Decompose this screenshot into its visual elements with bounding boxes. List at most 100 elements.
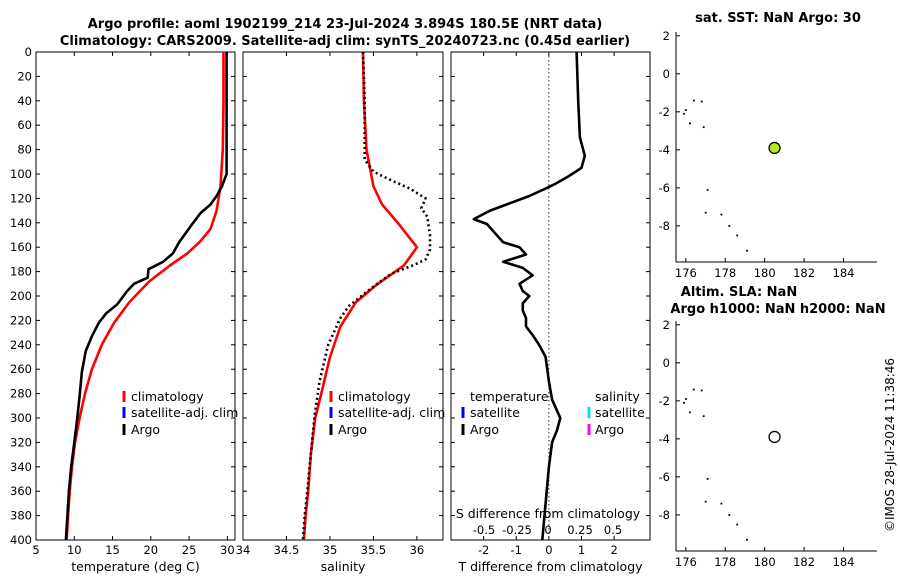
legend-label: Argo — [338, 422, 367, 437]
x-tick-label: -2 — [478, 543, 489, 557]
legend-label: Argo — [131, 422, 160, 437]
argo-location-marker — [768, 430, 781, 444]
difference-panel: -2 -1 0 1 2 T difference from climatology S di… — [450, 51, 651, 574]
track-point — [720, 213, 723, 216]
map-y-tick-label: -6 — [659, 181, 670, 195]
legend-label: climatology — [131, 389, 204, 404]
copyright-stamp: ©IMOS 28-Jul-2024 11:38:46 — [883, 358, 897, 532]
track-point — [746, 249, 748, 252]
map-y-tick-label: 0 — [663, 67, 670, 81]
secondary-tick-label: 0 — [544, 523, 551, 537]
x-axis-label: temperature (deg C) — [71, 559, 200, 574]
depth-tick-label: 300 — [10, 411, 32, 425]
track-point — [706, 188, 709, 191]
secondary-axis-label: S difference from climatology — [456, 506, 641, 521]
track-point — [746, 538, 748, 541]
track-point — [728, 225, 731, 227]
secondary-tick-label: -0.5 — [473, 523, 495, 537]
series-line-argo — [64, 52, 228, 541]
x-tick-label: -1 — [511, 543, 522, 557]
depth-tick-label: 180 — [10, 265, 32, 279]
track-point — [688, 411, 691, 414]
x-tick-label: 34 — [236, 543, 251, 557]
x-tick-label: 34.5 — [274, 543, 300, 557]
series-line-argo — [301, 51, 432, 541]
x-tick-label: 1 — [578, 543, 585, 557]
map-y-tick-label: -4 — [659, 143, 670, 157]
plot-frame — [450, 51, 651, 541]
legend-label: Argo — [470, 422, 499, 437]
x-axis-label: salinity — [321, 559, 366, 574]
x-axis-label: T difference from climatology — [457, 559, 643, 574]
map-x-tick-label: 180 — [754, 266, 776, 280]
depth-tick-label: 340 — [10, 460, 32, 474]
depth-tick-label: 160 — [10, 240, 32, 254]
depth-tick-label: 80 — [17, 143, 32, 157]
track-point — [702, 415, 705, 418]
track-point — [736, 523, 739, 526]
series-line-climatology — [302, 51, 419, 541]
track-point — [702, 126, 705, 129]
depth-tick-label: 260 — [10, 362, 32, 376]
track-point — [700, 100, 703, 103]
salinity-panel: 34 34.5 35 35.5 36 salinity climatologysatelli… — [236, 51, 445, 574]
map-y-tick-label: 2 — [663, 29, 670, 43]
track-point — [683, 112, 685, 115]
depth-tick-label: 60 — [17, 118, 32, 132]
depth-tick-label: 280 — [10, 387, 32, 401]
title-line-1: Argo profile: aoml 1902199_214 23-Jul-20… — [88, 17, 603, 32]
depth-tick-label: 20 — [17, 69, 32, 83]
secondary-tick-label: -0.25 — [502, 523, 532, 537]
track-point — [720, 502, 723, 505]
x-tick-label: 0 — [545, 543, 552, 557]
x-tick-label: 2 — [610, 543, 617, 557]
map-x-tick-label: 180 — [754, 555, 776, 569]
x-tick-label: 20 — [143, 543, 158, 557]
plot-frame — [242, 51, 444, 541]
map-x-tick-label: 178 — [714, 555, 736, 569]
map-x-tick-label: 176 — [675, 555, 697, 569]
depth-tick-label: 360 — [10, 484, 32, 498]
legend-label: satellite — [595, 405, 645, 420]
legend-label: Argo — [595, 422, 624, 437]
track-point — [688, 122, 691, 125]
x-tick-label: 5 — [32, 543, 39, 557]
secondary-tick-label: 0.5 — [604, 523, 622, 537]
map-x-tick-label: 182 — [793, 266, 815, 280]
x-tick-label: 35.5 — [361, 543, 387, 557]
map-y-tick-label: -8 — [659, 508, 670, 522]
map-y-tick-label: -2 — [659, 105, 670, 119]
argo-location-marker — [768, 141, 781, 155]
depth-tick-label: 120 — [10, 191, 32, 205]
map-subtitle: Argo h1000: NaN h2000: NaN — [670, 302, 885, 317]
map-x-tick-label: 184 — [833, 555, 855, 569]
map-x-tick-label: 182 — [793, 555, 815, 569]
map-title: Altim. SLA: NaN — [681, 285, 797, 300]
track-point — [692, 388, 695, 391]
depth-tick-label: 320 — [10, 435, 32, 449]
map-y-tick-label: -4 — [659, 432, 670, 446]
depth-tick-label: 380 — [10, 509, 32, 523]
map-x-tick-label: 178 — [714, 266, 736, 280]
depth-tick-label: 220 — [10, 313, 32, 327]
x-tick-label: 30 — [220, 543, 235, 557]
map-y-tick-label: 0 — [663, 356, 670, 370]
x-tick-label: 25 — [182, 543, 197, 557]
x-tick-label: 35 — [323, 543, 338, 557]
track-point — [706, 477, 709, 480]
map-title: sat. SST: NaN Argo: 30 — [695, 11, 861, 26]
x-tick-label: 36 — [410, 543, 425, 557]
depth-tick-label: 400 — [10, 533, 32, 547]
depth-tick-label: 40 — [17, 94, 32, 108]
map-y-tick-label: 2 — [663, 318, 670, 332]
track-point — [685, 109, 687, 111]
map-x-tick-label: 176 — [675, 266, 697, 280]
secondary-tick-label: 0.25 — [567, 523, 593, 537]
title-line-2: Climatology: CARS2009. Satellite-adj cli… — [60, 34, 630, 49]
x-tick-label: 10 — [67, 543, 82, 557]
legend-heading: salinity — [595, 389, 640, 404]
sst-map-panel: 2 0 -2 -4 -6 -8 176 178 180 182 184 sat. SST: NaN A… — [659, 11, 877, 280]
series-line-argo-t-difference — [472, 51, 587, 541]
depth-tick-label: 240 — [10, 338, 32, 352]
track-point — [728, 514, 731, 516]
